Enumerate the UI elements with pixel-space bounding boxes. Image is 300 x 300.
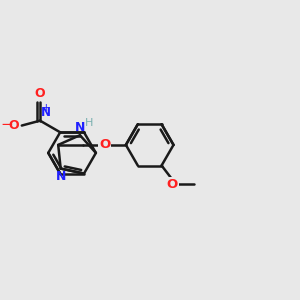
Text: O: O <box>99 138 110 152</box>
Text: +: + <box>42 103 51 112</box>
Text: N: N <box>40 106 51 118</box>
Text: −: − <box>0 117 13 132</box>
Text: O: O <box>167 178 178 191</box>
Text: N: N <box>75 121 85 134</box>
Text: O: O <box>9 119 20 132</box>
Text: O: O <box>35 87 45 100</box>
Text: H: H <box>85 118 94 128</box>
Text: N: N <box>56 170 66 183</box>
